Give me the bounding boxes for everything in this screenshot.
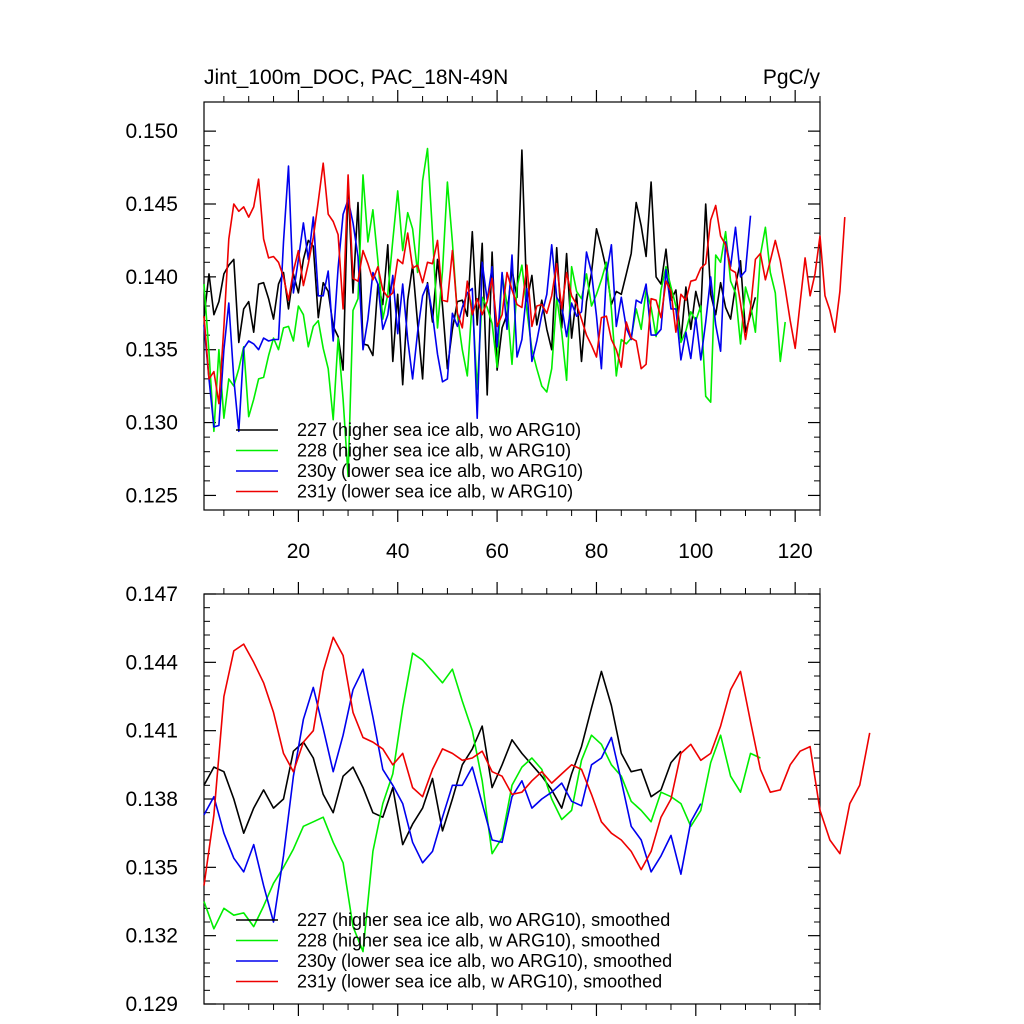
top-legend-label-228: 228 (higher sea ice alb, w ARG10) (297, 441, 571, 461)
bottom-ytick-label: 0.144 (125, 651, 178, 674)
bottom-series-line-230y (203, 668, 702, 923)
top-legend: 227 (higher sea ice alb, wo ARG10)228 (h… (236, 420, 583, 502)
title-left: Jint_100m_DOC, PAC_18N-49N (204, 66, 508, 89)
top-ticks: 0.125 0.130 0.135 0.140 0.145 0.150 20 40 60 80 10… (125, 90, 821, 563)
bottom-ytick-label: 0.132 (125, 925, 178, 948)
top-xtick-label: 120 (778, 540, 813, 563)
top-ytick-label: 0.150 (125, 120, 178, 143)
bottom-ytick-label: 0.147 (125, 583, 178, 606)
bottom-series (203, 636, 871, 953)
bottom-ytick-label: 0.135 (125, 856, 178, 879)
top-xtick-label: 40 (386, 540, 409, 563)
bottom-panel: 0.129 0.132 0.135 0.138 0.141 0.144 0.147 227 … (125, 582, 871, 1016)
bottom-ytick-label: 0.129 (125, 993, 178, 1016)
top-legend-label-227: 227 (higher sea ice alb, wo ARG10) (297, 420, 581, 440)
bottom-ytick-label: 0.141 (125, 720, 178, 743)
top-series-line-231y (203, 162, 846, 405)
bottom-legend-label-228: 228 (higher sea ice alb, w ARG10), smoot… (297, 931, 660, 951)
bottom-legend-label-227: 227 (higher sea ice alb, wo ARG10), smoo… (297, 910, 670, 930)
top-xtick-label: 100 (678, 540, 713, 563)
top-series-line-228 (203, 147, 786, 478)
top-xtick-label: 20 (287, 540, 310, 563)
bottom-ytick-label: 0.138 (125, 788, 178, 811)
top-legend-label-230y: 230y (lower sea ice alb, wo ARG10) (297, 461, 583, 481)
top-panel: 0.125 0.130 0.135 0.140 0.145 0.150 20 40 60 80 10… (125, 90, 846, 563)
top-ytick-label: 0.145 (125, 193, 178, 216)
top-xtick-label: 60 (485, 540, 508, 563)
top-ytick-label: 0.135 (125, 339, 178, 362)
bottom-series-line-231y (203, 636, 871, 886)
bottom-series-line-228 (203, 652, 761, 953)
title-right: PgC/y (763, 66, 821, 89)
bottom-legend-label-230y: 230y (lower sea ice alb, wo ARG10), smoo… (297, 951, 672, 971)
top-series (203, 147, 846, 478)
top-series-line-230y (203, 165, 752, 433)
top-ytick-label: 0.140 (125, 266, 178, 289)
bottom-ticks: 0.129 0.132 0.135 0.138 0.141 0.144 0.147 (125, 582, 821, 1016)
top-legend-label-231y: 231y (lower sea ice alb, w ARG10) (297, 482, 573, 502)
top-series-line-227 (203, 149, 757, 396)
bottom-legend-label-231y: 231y (lower sea ice alb, w ARG10), smoot… (297, 972, 662, 992)
top-ytick-label: 0.130 (125, 412, 178, 435)
top-xtick-label: 80 (585, 540, 608, 563)
bottom-series-line-227 (203, 670, 682, 846)
bottom-legend: 227 (higher sea ice alb, wo ARG10), smoo… (236, 910, 672, 992)
top-ytick-label: 0.125 (125, 484, 178, 507)
